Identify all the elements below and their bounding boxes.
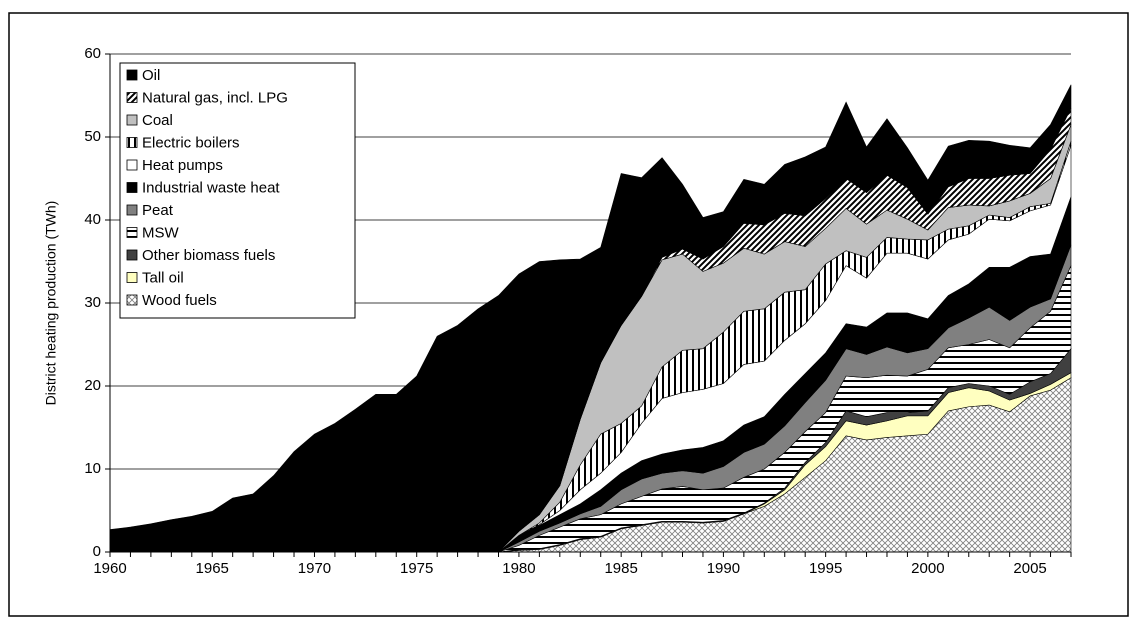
x-tick-label: 1965 bbox=[196, 560, 229, 577]
legend-swatch bbox=[126, 69, 138, 81]
legend-label: Peat bbox=[142, 202, 174, 219]
y-tick-label: 10 bbox=[84, 460, 101, 477]
legend-swatch bbox=[126, 137, 138, 148]
legend-swatch bbox=[126, 159, 138, 171]
legend-label: Wood fuels bbox=[142, 292, 217, 309]
legend-label: Other biomass fuels bbox=[142, 247, 275, 264]
x-tick-label: 1995 bbox=[809, 560, 842, 577]
legend-swatch bbox=[126, 294, 138, 306]
y-axis-label: District heating production (TWh) bbox=[43, 201, 59, 406]
y-tick-label: 20 bbox=[84, 377, 101, 394]
y-tick-label: 60 bbox=[84, 45, 101, 62]
x-tick-label: 2000 bbox=[911, 560, 944, 577]
y-tick-label: 40 bbox=[84, 211, 101, 228]
frame bbox=[8, 12, 1129, 617]
x-tick-label: 1960 bbox=[93, 560, 126, 577]
legend-label: Coal bbox=[142, 112, 173, 129]
legend-label: Heat pumps bbox=[142, 157, 223, 174]
y-tick-label: 50 bbox=[84, 128, 101, 145]
x-tick-label: 1980 bbox=[502, 560, 535, 577]
legend-swatch bbox=[126, 272, 138, 283]
x-tick-label: 1975 bbox=[400, 560, 433, 577]
y-tick-label: 0 bbox=[93, 543, 101, 560]
legend-label: Natural gas, incl. LPG bbox=[142, 89, 288, 106]
legend-swatch bbox=[126, 114, 138, 126]
legend-label: Industrial waste heat bbox=[142, 179, 280, 196]
legend-swatch bbox=[126, 182, 138, 193]
x-tick-label: 2005 bbox=[1013, 560, 1046, 577]
legend-swatch bbox=[126, 204, 138, 216]
x-tick-label: 1970 bbox=[298, 560, 331, 577]
legend-box bbox=[119, 62, 356, 319]
legend-swatch bbox=[126, 92, 138, 103]
legend-swatch bbox=[126, 227, 138, 238]
legend-label: MSW bbox=[142, 224, 180, 241]
y-tick-label: 30 bbox=[84, 294, 101, 311]
legend-label: Oil bbox=[142, 67, 160, 84]
x-tick-label: 1990 bbox=[707, 560, 740, 577]
legend-swatch bbox=[126, 249, 138, 261]
legend-label: Electric boilers bbox=[142, 134, 240, 151]
x-tick-label: 1985 bbox=[604, 560, 637, 577]
legend-label: Tall oil bbox=[142, 269, 184, 286]
